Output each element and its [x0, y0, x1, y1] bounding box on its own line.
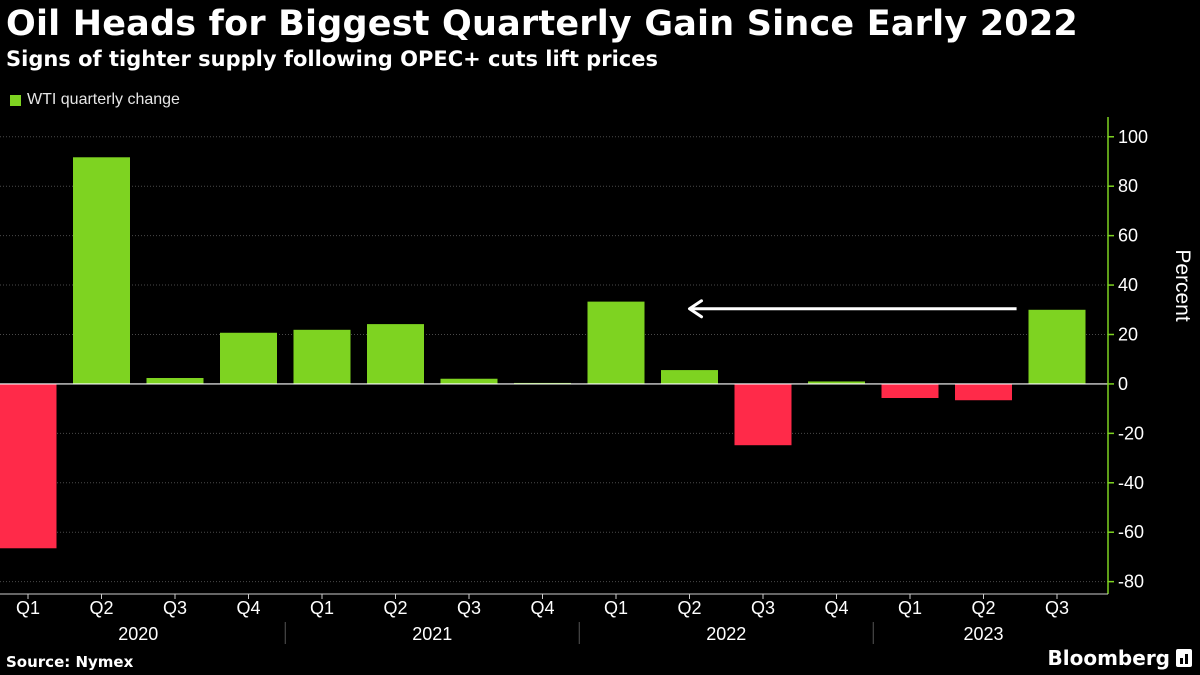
bar: [293, 329, 351, 384]
year-label: 2020: [118, 624, 158, 644]
chart-subtitle: Signs of tighter supply following OPEC+ …: [6, 47, 658, 71]
bar: [734, 383, 792, 446]
y-tick-label: 100: [1118, 127, 1148, 147]
x-tick-label: Q3: [457, 598, 481, 618]
x-tick-label: Q1: [604, 598, 628, 618]
x-tick-label: Q4: [236, 598, 260, 618]
x-tick-label: Q1: [16, 598, 40, 618]
x-tick-label: Q3: [751, 598, 775, 618]
x-tick-label: Q4: [530, 598, 554, 618]
annotation-arrow-head: [688, 299, 703, 319]
x-tick-label: Q2: [677, 598, 701, 618]
bar: [881, 383, 939, 399]
bar: [220, 332, 277, 384]
x-tick-label: Q2: [971, 598, 995, 618]
brand-name: Bloomberg: [1047, 646, 1170, 670]
bar: [1028, 309, 1086, 384]
bar: [73, 157, 130, 384]
legend-swatch: [10, 94, 21, 106]
y-tick-label: 60: [1118, 226, 1138, 246]
bloomberg-terminal-icon: [1176, 649, 1192, 667]
x-tick-label: Q4: [824, 598, 848, 618]
x-tick-label: Q1: [310, 598, 334, 618]
legend: WTI quarterly change: [10, 91, 180, 109]
y-axis-label: Percent: [1171, 249, 1194, 322]
y-tick-label: -80: [1118, 572, 1144, 592]
year-label: 2023: [963, 624, 1003, 644]
y-tick-label: 0: [1118, 374, 1128, 394]
x-tick-label: Q3: [1045, 598, 1069, 618]
bar: [661, 370, 718, 384]
chart-title: Oil Heads for Biggest Quarterly Gain Sin…: [6, 4, 1078, 44]
bar: [440, 378, 498, 384]
brand-logo: Bloomberg: [1048, 646, 1192, 670]
bar: [955, 383, 1012, 401]
x-tick-label: Q3: [163, 598, 187, 618]
x-tick-label: Q1: [898, 598, 922, 618]
bar: [808, 381, 865, 384]
year-label: 2022: [706, 624, 746, 644]
bar: [0, 383, 57, 549]
x-tick-label: Q2: [383, 598, 407, 618]
y-tick-label: 40: [1118, 275, 1138, 295]
source-note: Source: Nymex: [6, 653, 134, 671]
y-tick-label: 20: [1118, 324, 1138, 344]
bar: [146, 377, 204, 384]
legend-label: WTI quarterly change: [27, 91, 180, 108]
x-tick-label: Q2: [89, 598, 113, 618]
bar: [367, 324, 424, 384]
year-label: 2021: [412, 624, 452, 644]
y-tick-label: 80: [1118, 176, 1138, 196]
y-tick-label: -60: [1118, 522, 1144, 542]
bar: [587, 301, 645, 384]
y-tick-label: -40: [1118, 473, 1144, 493]
y-tick-label: -20: [1118, 423, 1144, 443]
